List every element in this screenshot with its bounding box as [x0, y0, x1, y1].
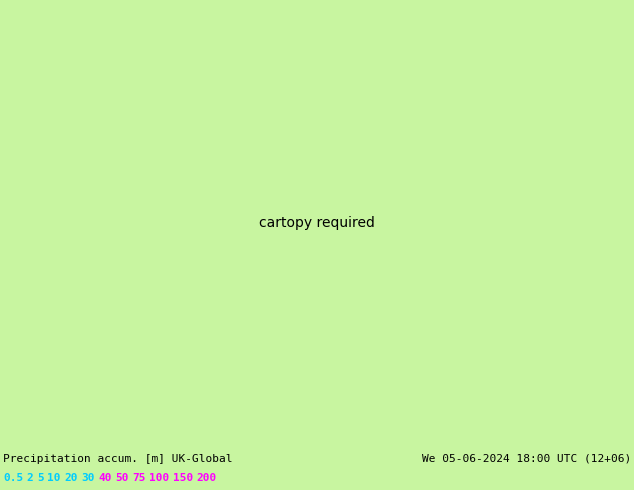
Text: 50: 50	[115, 473, 129, 483]
Text: 75: 75	[133, 473, 146, 483]
Text: We 05-06-2024 18:00 UTC (12+06): We 05-06-2024 18:00 UTC (12+06)	[422, 454, 631, 464]
Text: 5: 5	[37, 473, 44, 483]
Text: 30: 30	[82, 473, 95, 483]
Text: Precipitation accum. [m] UK-Global: Precipitation accum. [m] UK-Global	[3, 454, 233, 464]
Text: 40: 40	[98, 473, 112, 483]
Text: 20: 20	[65, 473, 78, 483]
Text: cartopy required: cartopy required	[259, 216, 375, 230]
Text: 2: 2	[27, 473, 33, 483]
Text: 150: 150	[173, 473, 193, 483]
Text: 100: 100	[150, 473, 170, 483]
Text: 200: 200	[197, 473, 217, 483]
Text: 0.5: 0.5	[3, 473, 23, 483]
Text: 10: 10	[48, 473, 61, 483]
